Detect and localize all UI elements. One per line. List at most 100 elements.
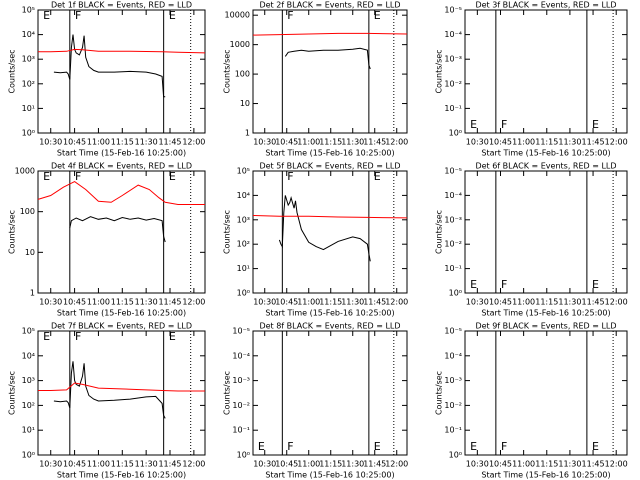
y-tick-label: 10⁰: [449, 129, 462, 138]
y-tick-label: 10⁻²: [232, 401, 250, 410]
y-tick-label: 10⁰: [449, 289, 462, 298]
x-tick-label: 12:00: [385, 460, 408, 469]
x-tick-label: 11:30: [558, 460, 581, 469]
y-tick-label: 10²: [22, 401, 35, 410]
y-tick-label: 10⁴: [22, 30, 35, 39]
time-marker-label: F: [75, 9, 81, 22]
y-tick-label: 10⁻⁵: [232, 327, 250, 336]
y-tick-label: 10³: [22, 55, 35, 64]
y-tick-label: 10⁻⁴: [444, 30, 462, 39]
x-tick-label: 11:30: [135, 138, 158, 147]
x-tick-label: 10:45: [63, 460, 86, 469]
x-tick-label: 10:30: [39, 460, 62, 469]
x-tick-label: 11:00: [297, 138, 320, 147]
x-axis-label: Start Time (15-Feb-16 10:25:00): [57, 149, 186, 158]
y-tick-label: 10⁻⁴: [232, 351, 250, 360]
x-tick-label: 11:00: [87, 138, 110, 147]
time-marker-label: E: [374, 9, 381, 22]
chart-title: Det 6f BLACK = Events, RED = LLD: [475, 162, 616, 171]
y-tick-label: 10⁻⁴: [444, 191, 462, 200]
x-tick-label: 12:00: [182, 460, 205, 469]
x-tick-label: 11:00: [297, 460, 320, 469]
time-marker-label: F: [287, 9, 293, 22]
time-marker-label: F: [501, 440, 507, 453]
time-marker-label: E: [470, 118, 477, 131]
x-tick-label: 11:00: [512, 138, 535, 147]
series-line: [278, 195, 371, 262]
y-tick-label: 1: [245, 129, 250, 138]
x-tick-label: 11:45: [363, 138, 386, 147]
series-line: [38, 382, 205, 392]
x-tick-label: 10:45: [63, 138, 86, 147]
x-tick-label: 11:30: [135, 460, 158, 469]
y-axis-label: Counts/sec: [435, 49, 444, 93]
y-tick-label: 10⁵: [237, 167, 250, 176]
chart-title: Det 8f BLACK = Events, RED = LLD: [259, 322, 400, 331]
x-tick-label: 11:30: [341, 138, 364, 147]
chart-title: Det 9f BLACK = Events, RED = LLD: [475, 322, 616, 331]
x-tick-label: 11:45: [158, 460, 181, 469]
chart-title: Det 3f BLACK = Events, RED = LLD: [475, 1, 616, 10]
y-tick-label: 10⁻³: [232, 376, 250, 385]
x-axis-label: Start Time (15-Feb-16 10:25:00): [481, 471, 610, 480]
plot-frame: [252, 170, 408, 294]
time-marker-label: E: [592, 118, 599, 131]
x-tick-label: 12:00: [182, 138, 205, 147]
y-tick-label: 10⁻²: [444, 79, 462, 88]
x-tick-label: 11:00: [87, 298, 110, 307]
y-tick-label: 10⁻²: [444, 240, 462, 249]
y-axis-label: Counts/sec: [223, 371, 232, 415]
y-tick-label: 10⁻²: [444, 401, 462, 410]
y-tick-label: 1000: [15, 167, 35, 176]
y-tick-label: 10⁵: [22, 6, 35, 15]
x-tick-label: 10:45: [63, 298, 86, 307]
series-line: [252, 32, 408, 36]
x-axis-label: Start Time (15-Feb-16 10:25:00): [265, 471, 394, 480]
time-marker-label: E: [470, 278, 477, 291]
x-tick-label: 10:30: [253, 460, 276, 469]
y-tick-label: 10⁻⁴: [444, 351, 462, 360]
x-axis-label: Start Time (15-Feb-16 10:25:00): [57, 309, 186, 318]
x-tick-label: 12:00: [385, 298, 408, 307]
y-tick-label: 10⁻³: [444, 376, 462, 385]
time-marker-label: E: [374, 440, 381, 453]
y-axis-label: Counts/sec: [223, 49, 232, 93]
y-tick-label: 10²: [22, 79, 35, 88]
x-tick-label: 11:45: [158, 138, 181, 147]
x-tick-label: 11:30: [341, 298, 364, 307]
y-tick-label: 10⁰: [237, 451, 250, 460]
x-axis-label: Start Time (15-Feb-16 10:25:00): [57, 471, 186, 480]
y-tick-label: 10⁰: [449, 451, 462, 460]
y-axis-label: Counts/sec: [435, 371, 444, 415]
chart-title: Det 5f BLACK = Events, RED = LLD: [259, 162, 400, 171]
time-marker-label: F: [287, 440, 293, 453]
y-tick-label: 10⁻¹: [232, 426, 250, 435]
x-tick-label: 11:15: [535, 460, 558, 469]
y-tick-label: 10³: [22, 376, 35, 385]
x-tick-label: 11:00: [87, 460, 110, 469]
chart-title: Det 2f BLACK = Events, RED = LLD: [259, 1, 400, 10]
x-tick-label: 11:30: [558, 138, 581, 147]
x-tick-label: 10:30: [253, 138, 276, 147]
y-tick-label: 10¹: [237, 264, 250, 273]
time-marker-label: E: [43, 170, 50, 183]
time-marker-label: E: [592, 440, 599, 453]
time-marker-label: E: [43, 330, 50, 343]
y-tick-label: 10000: [225, 11, 250, 20]
x-tick-label: 10:45: [275, 138, 298, 147]
y-tick-label: 10⁴: [22, 351, 35, 360]
y-tick-label: 100: [20, 207, 35, 216]
y-tick-label: 1000: [230, 40, 250, 49]
y-axis-label: Counts/sec: [8, 49, 17, 93]
y-tick-label: 10⁵: [22, 327, 35, 336]
y-axis-label: Counts/sec: [8, 371, 17, 415]
x-tick-label: 11:15: [535, 138, 558, 147]
x-tick-label: 12:00: [182, 298, 205, 307]
chart-title: Det 1f BLACK = Events, RED = LLD: [51, 1, 192, 10]
y-tick-label: 10¹: [22, 104, 35, 113]
series-line: [38, 48, 206, 54]
time-marker-label: F: [287, 170, 293, 183]
x-tick-label: 12:00: [385, 138, 408, 147]
plot-frame: [37, 9, 206, 134]
